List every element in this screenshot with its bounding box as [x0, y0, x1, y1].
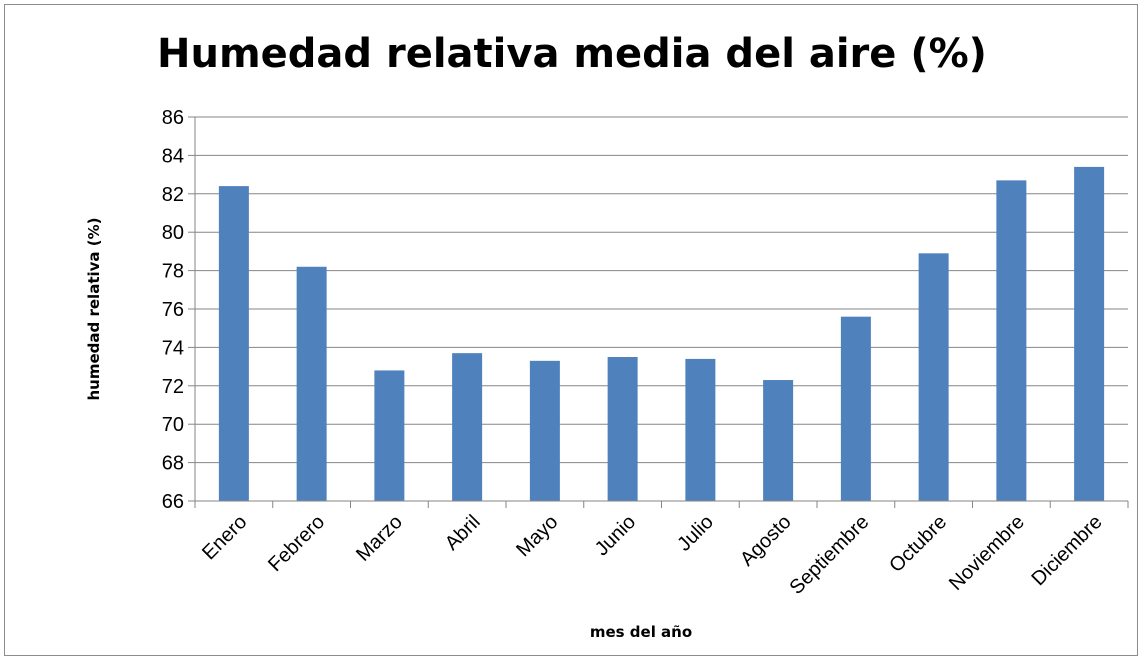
- bar-abril: [452, 353, 483, 501]
- y-tick-label: 76: [162, 299, 184, 321]
- y-tick-label: 72: [162, 376, 184, 398]
- bar-marzo: [374, 370, 405, 501]
- bars: [218, 166, 1105, 502]
- y-tick-label: 80: [162, 222, 184, 244]
- y-tick-label: 70: [162, 414, 184, 436]
- bar-julio: [685, 358, 716, 501]
- y-tick-label: 84: [162, 145, 184, 167]
- chart-title: Humedad relativa media del aire (%): [157, 31, 987, 77]
- x-tick-label: Diciembre: [1027, 511, 1106, 590]
- x-tick-label: Enero: [198, 511, 251, 564]
- bar-enero: [218, 186, 249, 501]
- y-axis-title: humedad relativa (%): [85, 218, 103, 401]
- x-tick-label: Octubre: [885, 511, 951, 577]
- x-tick-label: Noviembre: [945, 511, 1029, 595]
- x-tick-label: Marzo: [352, 511, 407, 566]
- x-tick-label: Agosto: [736, 511, 796, 571]
- bar-noviembre: [996, 180, 1027, 502]
- x-tick-label: Mayo: [512, 511, 562, 561]
- x-tick-label: Febrero: [264, 511, 329, 576]
- x-tick-labels: Enero Febrero Marzo Abril Mayo Junio Julio Agos…: [198, 511, 1107, 599]
- bar-septiembre: [840, 316, 871, 501]
- y-tick-label: 86: [162, 107, 184, 129]
- y-tick-label: 78: [162, 261, 184, 283]
- bar-diciembre: [1074, 166, 1105, 502]
- gridlines: [195, 116, 1128, 464]
- x-tick-label: Abril: [441, 511, 485, 555]
- axes: [188, 116, 1129, 508]
- y-tick-label: 68: [162, 453, 184, 475]
- bar-febrero: [296, 266, 327, 501]
- x-axis-title: mes del año: [590, 623, 692, 641]
- bar-agosto: [763, 380, 794, 501]
- y-tick-label: 74: [162, 337, 184, 359]
- y-tick-label: 82: [162, 184, 184, 206]
- bar-octubre: [918, 253, 949, 501]
- y-tick-label: 66: [162, 491, 184, 513]
- x-tick-label: Junio: [591, 511, 640, 560]
- bar-mayo: [529, 360, 560, 501]
- x-tick-label: Septiembre: [786, 511, 874, 599]
- x-tick-label: Julio: [673, 511, 718, 556]
- bar-junio: [607, 357, 638, 501]
- chart-frame: [4, 4, 1138, 656]
- y-tick-labels: 66 68 70 72 74 76 78 80 82 84 86: [162, 107, 184, 513]
